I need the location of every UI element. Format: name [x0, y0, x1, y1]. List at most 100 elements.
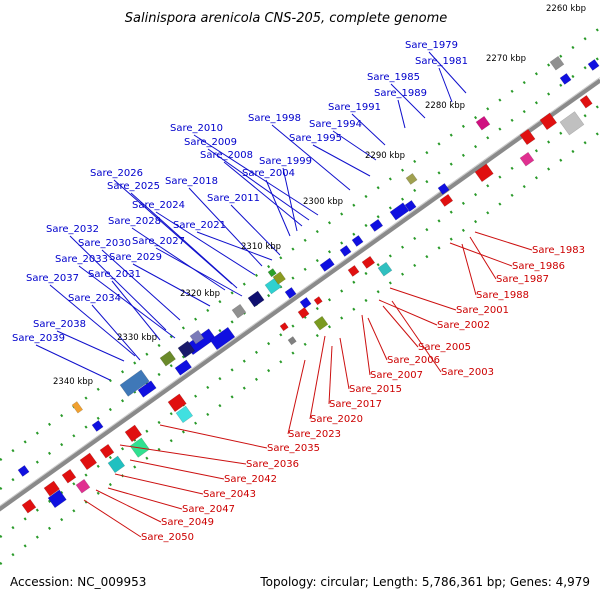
forward-gene-24	[559, 73, 572, 85]
leader-sare-2017	[328, 345, 333, 405]
leader-sare-2023	[287, 359, 306, 435]
gene-label-sare-1983[interactable]: Sare_1983	[532, 245, 585, 256]
gene-label-sare-2037[interactable]: Sare_2037	[26, 273, 79, 284]
gene-label-sare-1987[interactable]: Sare_1987	[496, 274, 549, 285]
forward-gene-28	[91, 420, 104, 432]
kbp-marker-2260-kbp: 2260 kbp	[546, 4, 586, 14]
gene-label-sare-2027[interactable]: Sare_2027	[132, 236, 185, 247]
gene-label-sare-2001[interactable]: Sare_2001	[456, 305, 509, 316]
gene-label-sare-2036[interactable]: Sare_2036	[246, 459, 299, 470]
forward-gene-25	[587, 59, 600, 71]
leader-sare-2011	[230, 204, 281, 256]
gene-label-sare-2047[interactable]: Sare_2047	[182, 504, 235, 515]
reverse-gene-26	[579, 95, 593, 109]
gene-label-sare-1995[interactable]: Sare_1995	[289, 133, 342, 144]
gene-label-sare-2010[interactable]: Sare_2010	[170, 123, 223, 134]
reverse-gene-25	[519, 151, 535, 167]
reverse-gene-12	[279, 322, 289, 332]
gene-label-sare-2043[interactable]: Sare_2043	[203, 489, 256, 500]
reverse-gene-14	[313, 296, 323, 306]
gene-label-sare-2042[interactable]: Sare_2042	[224, 474, 277, 485]
gene-label-sare-2017[interactable]: Sare_2017	[329, 399, 382, 410]
gene-label-sare-1991[interactable]: Sare_1991	[328, 102, 381, 113]
gene-label-sare-2032[interactable]: Sare_2032	[46, 224, 99, 235]
forward-gene-6	[159, 350, 176, 367]
forward-gene-22	[475, 115, 491, 131]
accession-text: Accession: NC_009953	[10, 575, 147, 589]
gene-label-sare-2050[interactable]: Sare_2050	[141, 532, 194, 543]
label-leader-lines	[35, 51, 533, 538]
leader-sare-2050	[83, 499, 142, 538]
map-title: Salinispora arenicola CNS-205, complete …	[125, 11, 447, 26]
gene-label-sare-1979[interactable]: Sare_1979	[405, 40, 458, 51]
gene-label-sare-2003[interactable]: Sare_2003	[441, 367, 494, 378]
gene-label-sare-2007[interactable]: Sare_2007	[370, 370, 423, 381]
gene-label-sare-2029[interactable]: Sare_2029	[109, 252, 162, 263]
leader-sare-1983	[474, 231, 533, 251]
gene-label-sare-2030[interactable]: Sare_2030	[78, 238, 131, 249]
gene-label-sare-2008[interactable]: Sare_2008	[200, 150, 253, 161]
leader-sare-2030	[101, 249, 181, 321]
reverse-gene-4	[79, 452, 98, 471]
gene-label-sare-1998[interactable]: Sare_1998	[248, 113, 301, 124]
gene-label-sare-2025[interactable]: Sare_2025	[107, 181, 160, 192]
gene-label-sare-1981[interactable]: Sare_1981	[415, 56, 468, 67]
gene-label-sare-2011[interactable]: Sare_2011	[207, 193, 260, 204]
reverse-gene-20	[439, 193, 454, 207]
forward-gene-19	[389, 202, 410, 221]
kbp-marker-2340-kbp: 2340 kbp	[53, 377, 93, 387]
gene-label-sare-1988[interactable]: Sare_1988	[476, 290, 529, 301]
leader-sare-2033	[78, 265, 176, 339]
gene-label-sare-2018[interactable]: Sare_2018	[165, 176, 218, 187]
leader-sare-2042	[129, 459, 225, 480]
gene-label-sare-1986[interactable]: Sare_1986	[512, 261, 565, 272]
tick-line-forward-1	[0, 26, 600, 462]
leader-sare-1981	[438, 67, 453, 103]
gene-label-sare-2009[interactable]: Sare_2009	[184, 137, 237, 148]
gene-label-sare-2034[interactable]: Sare_2034	[68, 293, 121, 304]
gene-label-sare-2033[interactable]: Sare_2033	[55, 254, 108, 265]
kbp-marker-2330-kbp: 2330 kbp	[117, 333, 157, 343]
reverse-gene-24	[559, 111, 585, 136]
gene-label-sare-1999[interactable]: Sare_1999	[259, 156, 312, 167]
gene-label-sare-2023[interactable]: Sare_2023	[288, 429, 341, 440]
gene-label-sare-2002[interactable]: Sare_2002	[437, 320, 490, 331]
reverse-gene-9	[107, 455, 126, 474]
leader-sare-1991	[351, 113, 386, 146]
leader-sare-2020	[309, 335, 326, 420]
gene-label-sare-2039[interactable]: Sare_2039	[12, 333, 65, 344]
gene-label-sare-1989[interactable]: Sare_1989	[374, 88, 427, 99]
gene-label-sare-1985[interactable]: Sare_1985	[367, 72, 420, 83]
gene-label-sare-2024[interactable]: Sare_2024	[132, 200, 185, 211]
gene-label-sare-2020[interactable]: Sare_2020	[310, 414, 363, 425]
kbp-marker-2270-kbp: 2270 kbp	[486, 54, 526, 64]
gene-label-sare-2038[interactable]: Sare_2038	[33, 319, 86, 330]
gene-label-sare-2026[interactable]: Sare_2026	[90, 168, 143, 179]
kbp-marker-2280-kbp: 2280 kbp	[425, 101, 465, 111]
gene-label-sare-2015[interactable]: Sare_2015	[349, 384, 402, 395]
reverse-gene-5	[99, 443, 115, 459]
leader-sare-2004	[265, 179, 291, 237]
leader-sare-2049	[95, 489, 162, 523]
gene-label-sare-2006[interactable]: Sare_2006	[387, 355, 440, 366]
leader-sare-2043	[114, 473, 204, 495]
gene-label-sare-2021[interactable]: Sare_2021	[173, 220, 226, 231]
tick-line-reverse-4	[0, 130, 600, 566]
reverse-gene-27	[405, 173, 418, 185]
forward-gene-12	[272, 271, 286, 285]
forward-gene-5	[174, 359, 192, 376]
gene-label-sare-2031[interactable]: Sare_2031	[88, 269, 141, 280]
leader-sare-1985	[390, 83, 426, 119]
gene-label-sare-2005[interactable]: Sare_2005	[418, 342, 471, 353]
kbp-markers: 2260 kbp 2270 kbp 2280 kbp 2290 kbp 2300 kbp…	[53, 4, 586, 387]
leader-sare-2003	[391, 300, 442, 373]
gene-label-sare-2028[interactable]: Sare_2028	[108, 216, 161, 227]
gene-label-sare-1994[interactable]: Sare_1994	[309, 119, 362, 130]
gene-label-sare-2049[interactable]: Sare_2049	[161, 517, 214, 528]
gene-label-sare-2035[interactable]: Sare_2035	[267, 443, 320, 454]
forward-gene-29	[47, 489, 67, 509]
leader-sare-2024	[155, 211, 256, 276]
gene-label-sare-2004[interactable]: Sare_2004	[242, 168, 295, 179]
reverse-gene-17	[347, 265, 360, 277]
